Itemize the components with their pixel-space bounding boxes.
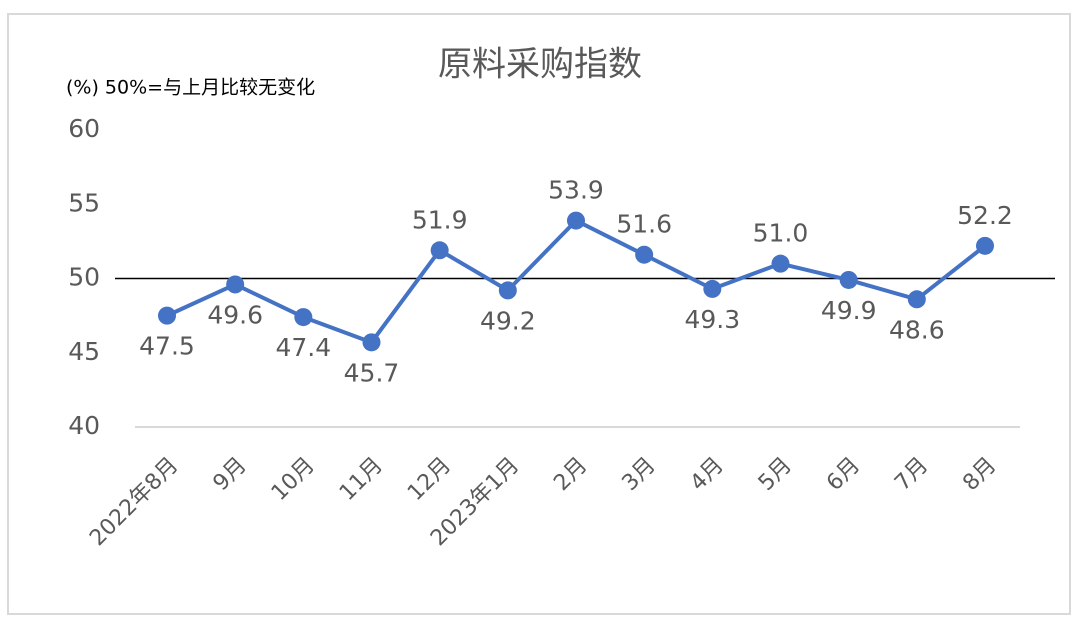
data-label: 53.9: [548, 176, 604, 205]
chart-subtitle: (%) 50%=与上月比较无变化: [66, 77, 315, 99]
data-point: [839, 270, 858, 289]
data-point: [226, 275, 245, 294]
data-point: [976, 236, 994, 255]
chart-border: [7, 13, 1071, 615]
y-tick-label: 45: [68, 337, 100, 366]
y-tick-label: 40: [68, 411, 100, 440]
data-point: [771, 254, 790, 273]
data-point: [703, 279, 722, 298]
y-tick-label: 50: [68, 263, 100, 292]
data-label: 51.9: [412, 205, 468, 234]
y-tick-label: 55: [68, 188, 100, 217]
data-label: 47.5: [139, 332, 195, 361]
data-point: [567, 211, 585, 230]
y-tick-label: 60: [68, 114, 100, 143]
data-point: [294, 308, 313, 327]
data-label: 49.6: [207, 300, 263, 329]
data-label: 49.9: [821, 296, 877, 325]
data-label: 51.0: [753, 219, 809, 248]
data-label: 52.2: [957, 201, 1013, 230]
data-point: [430, 241, 449, 260]
data-label: 51.6: [616, 210, 672, 239]
data-point: [362, 333, 381, 352]
data-label: 48.6: [889, 315, 945, 344]
data-point: [158, 306, 176, 325]
data-point: [907, 290, 926, 309]
data-label: 47.4: [275, 333, 331, 362]
data-point: [498, 281, 517, 300]
data-point: [635, 245, 654, 264]
data-label: 49.2: [480, 306, 536, 335]
chart-title: 原料采购指数: [438, 45, 642, 85]
data-label: 45.7: [344, 358, 400, 387]
data-label: 49.3: [684, 305, 740, 334]
